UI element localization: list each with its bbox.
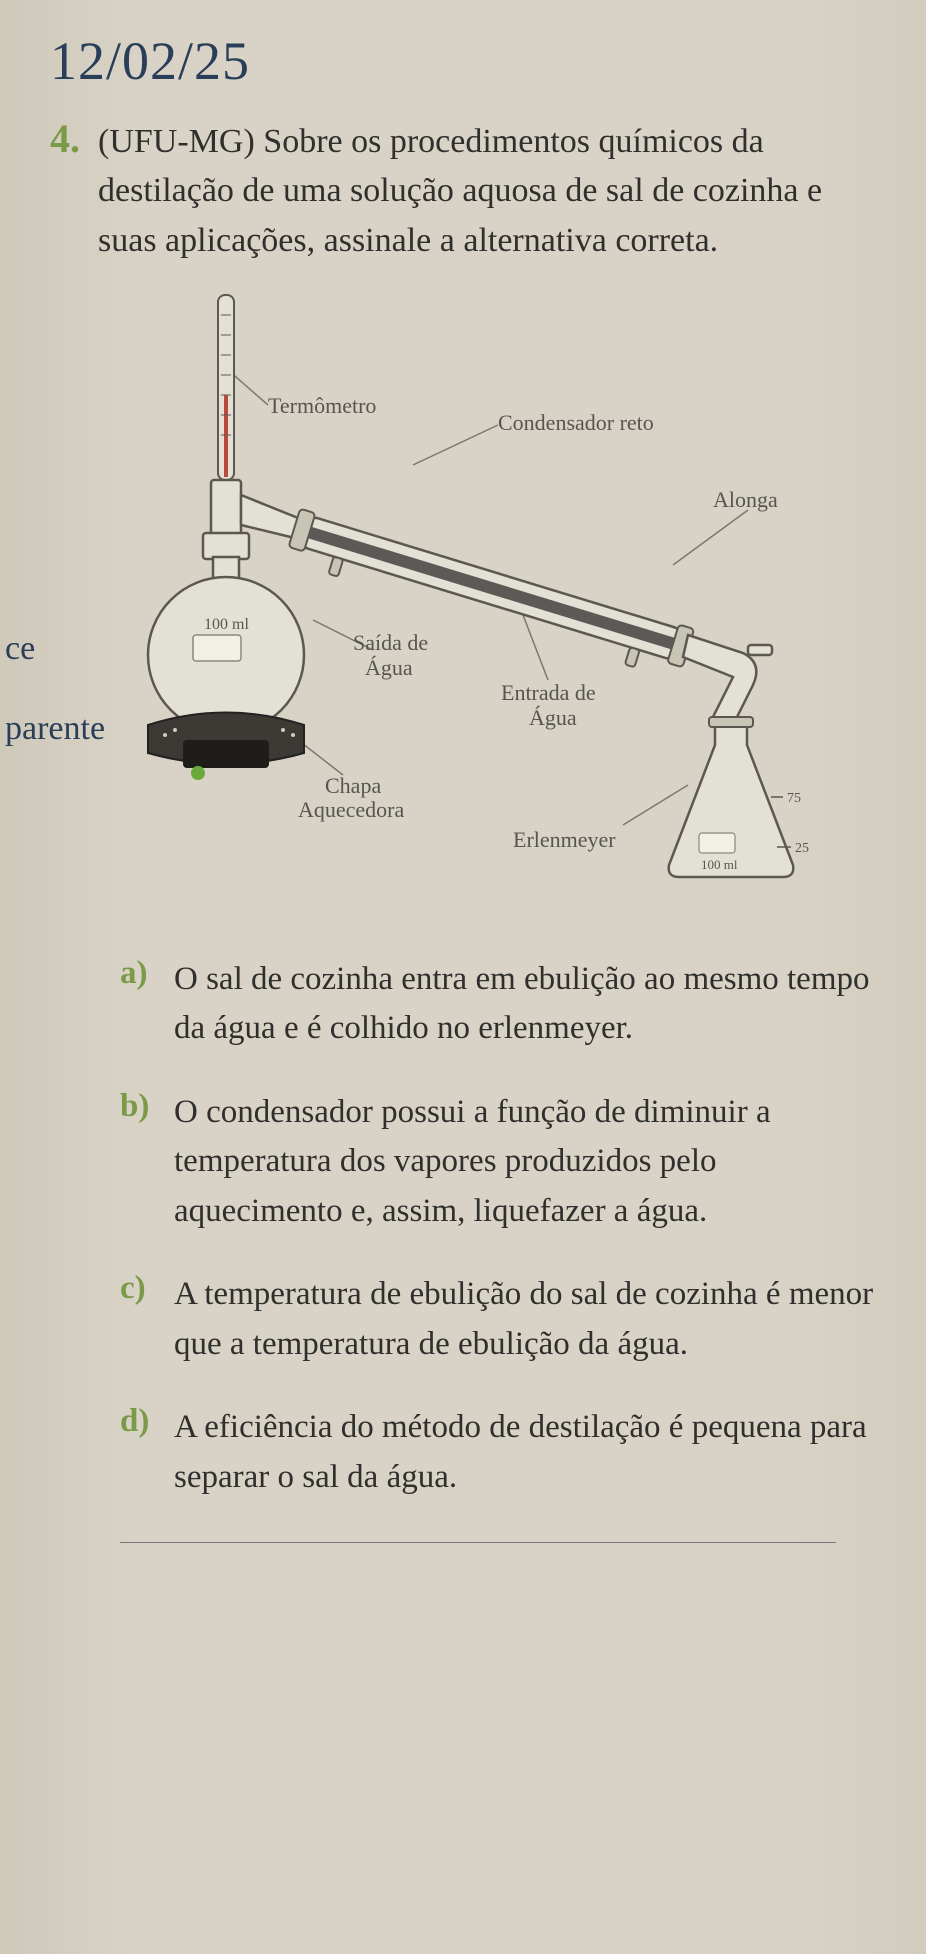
- erlenmeyer-flask: 75 25 100 ml: [669, 717, 809, 877]
- erlen-mark-75: 75: [787, 791, 801, 806]
- handwritten-date: 12/02/25: [50, 30, 876, 92]
- option-b-text: O condensador possui a função de diminui…: [174, 1088, 876, 1237]
- question-block: 4. (UFU-MG) Sobre os procedimentos quími…: [50, 117, 876, 265]
- option-a-letter: a): [120, 955, 156, 1054]
- handwritten-note-2: parente: [5, 710, 105, 748]
- label-water-out-1: Saída de: [353, 630, 428, 655]
- label-water-in-2: Água: [529, 705, 577, 730]
- option-c: c) A temperatura de ebulição do sal de c…: [120, 1270, 876, 1369]
- page: 12/02/25 4. (UFU-MG) Sobre os procedimen…: [0, 0, 926, 1954]
- question-number: 4.: [50, 117, 80, 265]
- label-water-in-1: Entrada de: [501, 680, 596, 705]
- question-source: (UFU-MG): [98, 123, 255, 160]
- option-b-letter: b): [120, 1088, 156, 1237]
- option-d-letter: d): [120, 1403, 156, 1502]
- erlen-volume-text: 100 ml: [701, 857, 738, 872]
- round-flask: 100 ml: [148, 557, 304, 733]
- option-a: a) O sal de cozinha entra em ebulição ao…: [120, 955, 876, 1054]
- adapter: [683, 635, 772, 725]
- option-d: d) A eficiência do método de destilação …: [120, 1403, 876, 1502]
- option-d-text: A eficiência do método de destilação é p…: [174, 1403, 876, 1502]
- condenser: [284, 509, 694, 681]
- erlen-mark-25: 25: [795, 841, 809, 856]
- label-thermometer: Termômetro: [268, 393, 376, 418]
- label-erlenmeyer: Erlenmeyer: [513, 827, 616, 852]
- label-heater-2: Aquecedora: [298, 797, 405, 822]
- heating-plate: [148, 712, 304, 780]
- label-water-out-2: Água: [365, 655, 413, 680]
- question-text: (UFU-MG) Sobre os procedimentos químicos…: [98, 117, 876, 265]
- label-condenser: Condensador reto: [498, 410, 654, 435]
- option-c-letter: c): [120, 1270, 156, 1369]
- still-head: [203, 480, 303, 559]
- option-c-text: A temperatura de ebulição do sal de cozi…: [174, 1270, 876, 1369]
- flask-volume-text: 100 ml: [204, 616, 249, 633]
- thermometer-shape: [218, 295, 234, 480]
- label-heater-1: Chapa: [325, 773, 381, 798]
- options-list: a) O sal de cozinha entra em ebulição ao…: [50, 955, 876, 1503]
- option-b: b) O condensador possui a função de dimi…: [120, 1088, 876, 1237]
- bottom-rule: [120, 1542, 836, 1543]
- label-adapter: Alonga: [713, 487, 778, 512]
- diagram-container: 100 ml: [50, 285, 876, 925]
- option-a-text: O sal de cozinha entra em ebulição ao me…: [174, 955, 876, 1054]
- handwritten-note-1: ce: [5, 630, 35, 668]
- distillation-diagram: 100 ml: [53, 285, 873, 925]
